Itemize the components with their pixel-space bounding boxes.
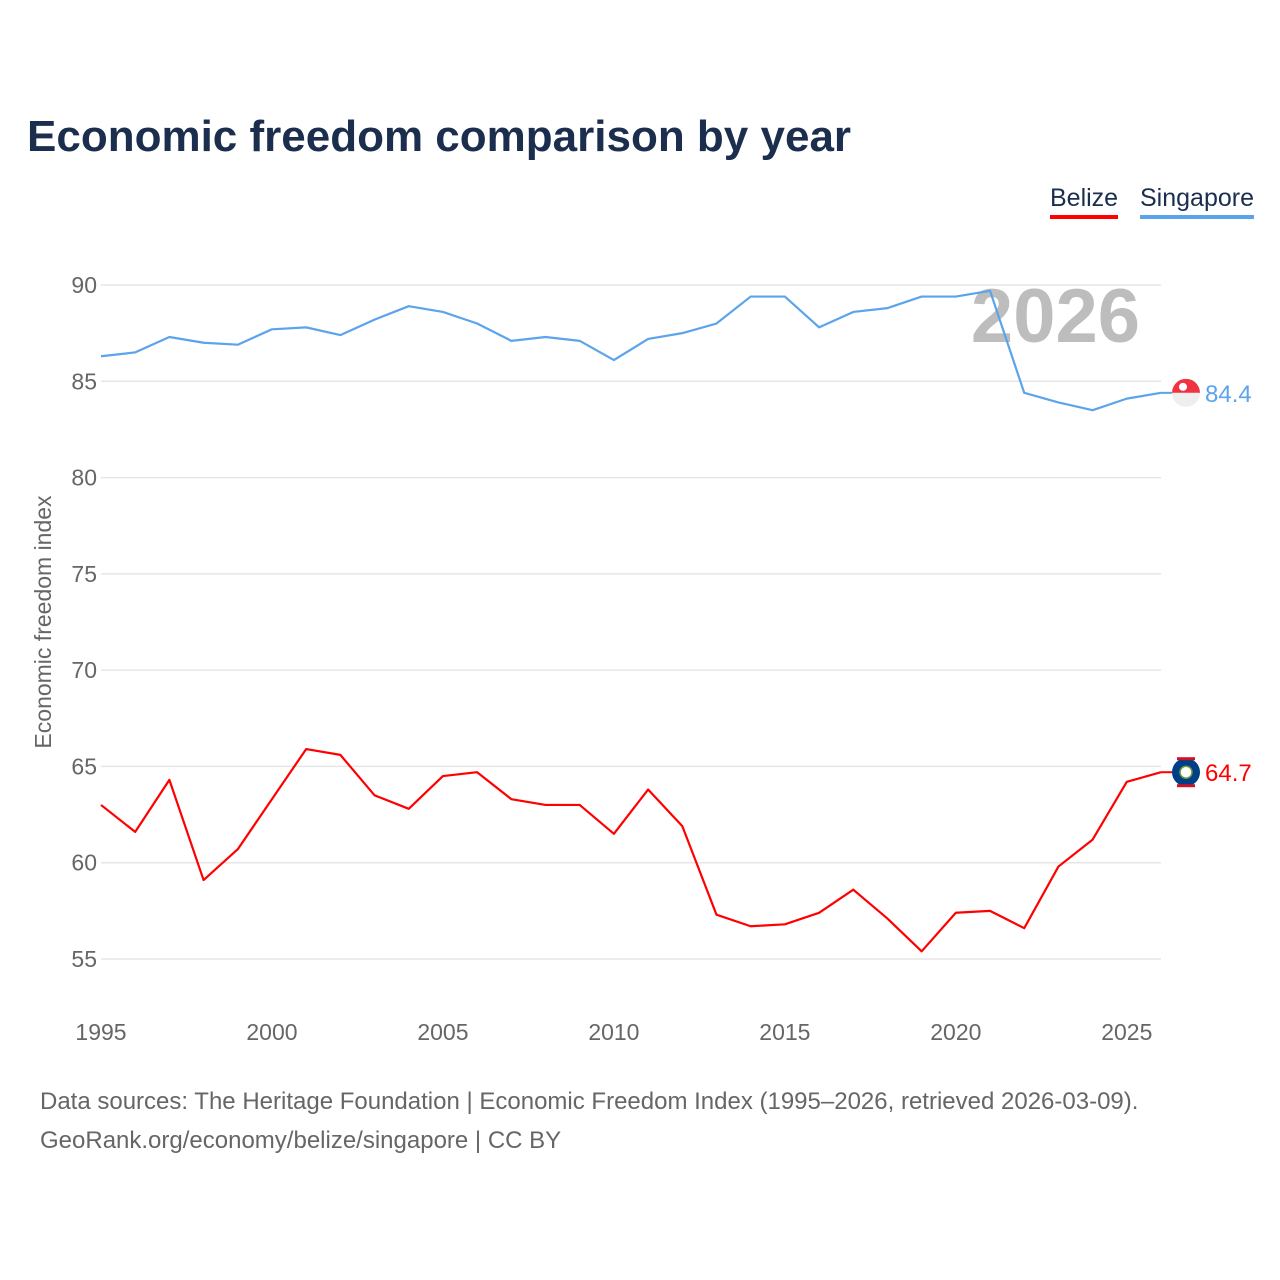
x-tick-label: 2025: [1101, 1019, 1152, 1045]
flag-singapore-icon-lower: [1172, 392, 1200, 407]
chart-title: Economic freedom comparison by year: [27, 112, 852, 161]
flag-stripe: [1177, 757, 1195, 761]
legend-belize[interactable]: Belize: [1050, 184, 1119, 219]
series-line-belize: [100, 747, 1162, 953]
y-tick-label: 80: [71, 465, 97, 491]
year-watermark: 2026: [971, 274, 1140, 359]
source-url[interactable]: GeoRank.org/economy/belize/singapore | C…: [40, 1127, 562, 1154]
y-tick-label: 85: [71, 368, 97, 394]
y-tick-label: 70: [71, 657, 97, 683]
end-label-belize: 64.7: [1205, 760, 1252, 787]
legend-singapore[interactable]: Singapore: [1140, 184, 1254, 219]
x-tick-label: 2005: [417, 1019, 468, 1045]
y-axis-label: Economic freedom index: [30, 495, 56, 749]
y-tick-label: 65: [71, 753, 97, 779]
flag-emblem: [1179, 765, 1193, 779]
x-tick-label: 1995: [75, 1019, 126, 1045]
x-tick-label: 2015: [759, 1019, 810, 1045]
y-tick-label: 75: [71, 561, 97, 587]
flag-crescent: [1179, 382, 1187, 391]
flag-stripe: [1177, 784, 1195, 788]
source-note: Data sources: The Heritage Foundation | …: [40, 1088, 1139, 1115]
end-label-singapore: 84.4: [1205, 381, 1252, 408]
y-tick-label: 55: [71, 946, 97, 972]
x-tick-label: 2000: [246, 1019, 297, 1045]
x-tick-label: 2020: [930, 1019, 981, 1045]
x-tick-label: 2010: [588, 1019, 639, 1045]
y-tick-label: 90: [71, 272, 97, 298]
series-line-singapore: [100, 289, 1162, 412]
y-tick-label: 60: [71, 850, 97, 876]
